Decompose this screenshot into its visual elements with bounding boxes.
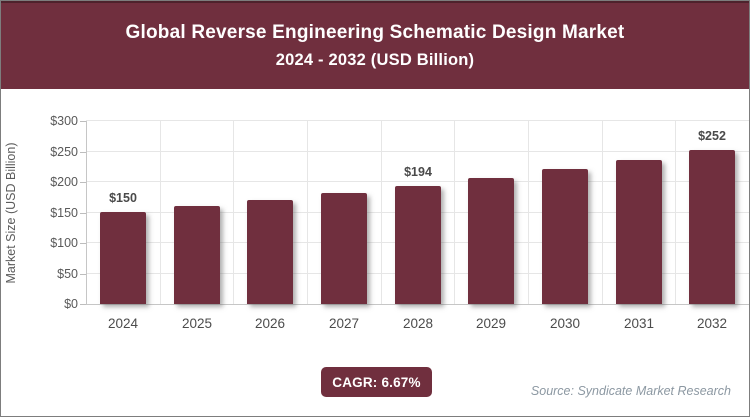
chart-subtitle: 2024 - 2032 (USD Billion): [275, 51, 475, 69]
h-gridline: [86, 304, 749, 305]
v-gridline: [528, 121, 529, 304]
y-tick-mark: [80, 304, 86, 305]
h-gridline: [86, 181, 749, 182]
x-axis-label: 2025: [181, 316, 213, 331]
cagr-badge: CAGR: 6.67%: [321, 367, 432, 397]
h-gridline: [86, 150, 749, 152]
y-tick-mark: [80, 243, 86, 244]
v-gridline: [160, 121, 161, 304]
y-tick-label: $100: [50, 236, 78, 250]
x-axis-label: 2030: [549, 316, 581, 331]
y-tick-label: $50: [57, 266, 78, 281]
bar-value-label: $252: [698, 129, 726, 143]
bar-value-label: $194: [404, 165, 432, 179]
y-tick-mark: [80, 212, 86, 214]
v-gridline: [381, 121, 382, 304]
y-tick-mark: [80, 182, 86, 183]
x-axis-label: 2026: [254, 316, 286, 331]
bar-2028: [395, 186, 441, 304]
y-axis-line: [86, 121, 87, 304]
v-gridline: [602, 121, 603, 304]
y-tick-mark: [80, 273, 86, 275]
plot-area: $0 $50 $100 $150 $200 $250 $300 $150 2024 2025 202…: [50, 114, 749, 331]
x-axis-label: 2031: [623, 316, 655, 331]
bar-2031: [616, 160, 662, 304]
y-tick-label: $250: [50, 144, 78, 159]
bar-2025: [174, 206, 220, 304]
y-tick-mark: [80, 121, 86, 122]
bar-value-label: $150: [109, 191, 137, 205]
chart-title: Global Reverse Engineering Schematic Des…: [125, 22, 625, 43]
bar-2026: [247, 200, 293, 304]
v-gridline: [454, 121, 455, 304]
x-axis-label: 2027: [328, 316, 360, 331]
h-gridline: [86, 120, 749, 121]
bar-2030: [542, 169, 588, 304]
bar-2029: [468, 178, 514, 304]
v-gridline: [233, 121, 234, 304]
y-tick-label: $300: [50, 114, 78, 128]
y-tick-label: $0: [64, 297, 78, 311]
v-gridline: [675, 121, 676, 304]
bar-2032: [689, 150, 735, 304]
y-tick-mark: [80, 151, 86, 153]
bar-2027: [321, 193, 367, 304]
bar-2024: [100, 212, 146, 304]
x-axis-label: 2024: [107, 316, 139, 331]
y-tick-label: $200: [50, 175, 78, 189]
v-gridline: [307, 121, 308, 304]
x-axis-label: 2032: [696, 316, 728, 331]
x-axis-label: 2029: [475, 316, 507, 331]
y-tick-label: $150: [50, 205, 78, 220]
source-attribution: Source: Syndicate Market Research: [530, 384, 731, 398]
chart-header: Global Reverse Engineering Schematic Des…: [1, 1, 749, 89]
x-axis-label: 2028: [402, 316, 434, 331]
